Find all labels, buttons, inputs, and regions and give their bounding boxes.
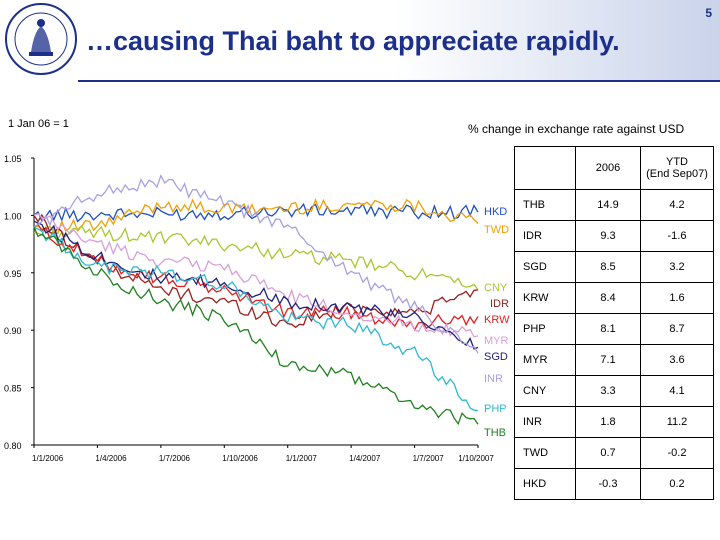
table-cell-ytd: 1.6 — [640, 282, 714, 314]
table-cell-currency: MYR — [514, 344, 576, 376]
table-row: PHP 8.1 8.7 — [514, 313, 714, 345]
table-cell-2006: 14.9 — [575, 189, 641, 221]
exchange-rate-line-chart: 1.05 1.00 0.95 0.90 0.85 0.80 1/1/2006 1/4/2006… — [4, 154, 510, 463]
series-line-myr — [33, 212, 479, 338]
x-tick-label: 1/10/2006 — [222, 454, 258, 463]
table-cell-ytd: 8.7 — [640, 313, 714, 345]
table-cell-2006: 8.4 — [575, 282, 641, 314]
table-header-ytd: YTD (End Sep07) — [640, 146, 714, 190]
table-row: HKD -0.3 0.2 — [514, 468, 714, 500]
table-row: CNY 3.3 4.1 — [514, 375, 714, 407]
table-cell-currency: TWD — [514, 437, 576, 469]
table-cell-2006: 7.1 — [575, 344, 641, 376]
base-note: 1 Jan 06 = 1 — [8, 118, 69, 130]
series-line-sgd — [33, 220, 479, 350]
y-tick-label: 1.00 — [4, 211, 22, 221]
table-cell-ytd: 4.2 — [640, 189, 714, 221]
table-cell-2006: 3.3 — [575, 375, 641, 407]
table-header-ytd-line1: YTD — [666, 156, 688, 168]
x-tick-label: 1/7/2006 — [159, 454, 191, 463]
table-cell-ytd: 3.2 — [640, 251, 714, 283]
series-line-hkd — [33, 203, 479, 223]
page-number: 5 — [705, 6, 712, 20]
table-row: KRW 8.4 1.6 — [514, 282, 714, 314]
table-cell-2006: 9.3 — [575, 220, 641, 252]
table-row: IDR 9.3 -1.6 — [514, 220, 714, 252]
table-cell-currency: IDR — [514, 220, 576, 252]
legend-label-krw: KRW — [484, 314, 510, 326]
series-line-thb — [33, 226, 479, 426]
legend-label-twd: TWD — [484, 224, 509, 236]
x-tick-label: 1/1/2006 — [32, 454, 64, 463]
series-line-php — [33, 226, 479, 412]
legend-label-hkd: HKD — [484, 206, 507, 218]
table-row: SGD 8.5 3.2 — [514, 251, 714, 283]
y-tick-label: 0.85 — [4, 384, 22, 394]
table-cell-2006: 8.5 — [575, 251, 641, 283]
legend-label-sgd: SGD — [484, 351, 508, 363]
series-line-inr — [33, 173, 479, 354]
header-divider — [78, 80, 720, 82]
y-tick-label: 0.80 — [4, 441, 22, 451]
legend-label-php: PHP — [484, 403, 507, 415]
table-row: TWD 0.7 -0.2 — [514, 437, 714, 469]
series-line-twd — [33, 197, 479, 235]
table-row: MYR 7.1 3.6 — [514, 344, 714, 376]
table-cell-ytd: 3.6 — [640, 344, 714, 376]
table-cell-currency: SGD — [514, 251, 576, 283]
table-cell-currency: HKD — [514, 468, 576, 500]
table-cell-2006: 1.8 — [575, 406, 641, 438]
table-header-ytd-line2: (End Sep07) — [646, 168, 708, 180]
table-cell-currency: INR — [514, 406, 576, 438]
table-cell-ytd: 4.1 — [640, 375, 714, 407]
table-cell-currency: KRW — [514, 282, 576, 314]
table-cell-ytd: -1.6 — [640, 220, 714, 252]
x-tick-label: 1/4/2006 — [95, 454, 127, 463]
table-cell-ytd: 11.2 — [640, 406, 714, 438]
table-header-row: 2006 YTD (End Sep07) — [514, 146, 714, 190]
table-cell-ytd: -0.2 — [640, 437, 714, 469]
bank-of-thailand-logo-icon — [5, 3, 77, 75]
table-row: THB 14.9 4.2 — [514, 189, 714, 221]
y-tick-label: 0.95 — [4, 269, 22, 279]
x-tick-label: 1/1/2007 — [286, 454, 318, 463]
table-header-2006: 2006 — [575, 146, 641, 190]
x-tick-label: 1/7/2007 — [413, 454, 445, 463]
page-title: …causing Thai baht to appreciate rapidly… — [86, 26, 620, 56]
series-line-krw — [33, 223, 479, 332]
table-cell-currency: CNY — [514, 375, 576, 407]
table-cell-2006: 8.1 — [575, 313, 641, 345]
legend-label-thb: THB — [484, 427, 506, 439]
table-cell-currency: THB — [514, 189, 576, 221]
table-cell-ytd: 0.2 — [640, 468, 714, 500]
y-tick-label: 0.90 — [4, 326, 22, 336]
legend-label-myr: MYR — [484, 335, 509, 347]
table-header-currency — [514, 146, 576, 190]
series-line-cny — [33, 224, 479, 291]
x-tick-label: 1/10/2007 — [458, 454, 494, 463]
x-tick-label: 1/4/2007 — [349, 454, 381, 463]
table-cell-2006: 0.7 — [575, 437, 641, 469]
y-tick-label: 1.05 — [4, 154, 22, 164]
table-cell-2006: -0.3 — [575, 468, 641, 500]
slide-header — [0, 0, 720, 82]
exchange-rate-table: 2006 YTD (End Sep07) THB 14.9 4.2 IDR 9.3 -1.… — [514, 146, 714, 500]
table-row: INR 1.8 11.2 — [514, 406, 714, 438]
legend-label-idr: IDR — [490, 298, 509, 310]
table-cell-currency: PHP — [514, 313, 576, 345]
legend-label-inr: INR — [484, 373, 503, 385]
legend-label-cny: CNY — [484, 282, 508, 294]
table-title: % change in exchange rate against USD — [468, 122, 685, 136]
